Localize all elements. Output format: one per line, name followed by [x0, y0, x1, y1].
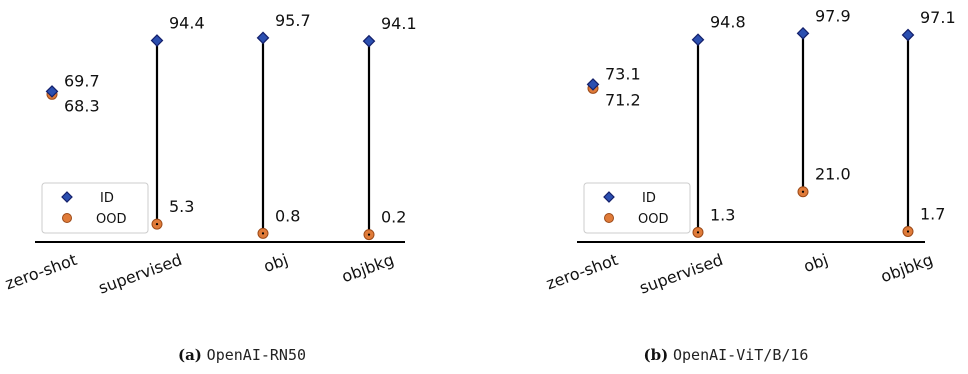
id-value-label: 97.1 [920, 8, 956, 27]
legend-id-marker [61, 191, 73, 203]
legend-box [41, 182, 149, 234]
id-point-objbkg [901, 28, 915, 42]
ood-value-label: 5.3 [169, 197, 194, 216]
id-value-label: 94.4 [169, 14, 205, 33]
id-point-zero-shot [586, 78, 600, 91]
id-value-label: 94.8 [710, 13, 746, 32]
legend-box [583, 182, 691, 234]
chart-a: 69.7 68.3 zero-shot 94.4 5.3 supervised 95.7 0.… [3, 11, 417, 298]
x-tick-label: objbkg [878, 250, 935, 286]
id-value-label: 94.1 [381, 14, 417, 33]
id-point-obj [256, 31, 270, 45]
caption-b-model: OpenAI-ViT/B/16 [673, 346, 809, 364]
caption-b-label: (b) [643, 346, 669, 364]
legend-ood-label: OOD [96, 212, 126, 227]
id-point-obj [796, 26, 810, 40]
ood-value-label: 0.2 [381, 208, 406, 227]
ood-value-label: 71.2 [605, 90, 641, 109]
id-point-zero-shot [45, 85, 59, 98]
x-tick-label: supervised [637, 250, 726, 298]
id-value-label: 95.7 [275, 11, 311, 30]
legend-id-label: ID [642, 191, 656, 206]
chart-b: 73.1 71.2 zero-shot 94.8 1.3 supervised 97.9 21… [544, 6, 956, 298]
id-point-supervised [150, 34, 164, 47]
x-tick-label: objbkg [339, 250, 396, 286]
panel-a: 69.7 68.3 zero-shot 94.4 5.3 supervised 95.7 0.… [0, 11, 484, 364]
x-tick-label: supervised [96, 250, 185, 298]
ood-point-center-objbkg [906, 230, 910, 233]
caption-a: (a) OpenAI-RN50 [0, 346, 484, 364]
x-tick-label: obj [261, 250, 290, 276]
ood-value-label: 21.0 [815, 165, 851, 184]
id-value-label: 97.9 [815, 6, 851, 25]
caption-b: (b) OpenAI-ViT/B/16 [484, 346, 968, 364]
ood-point-center-obj [801, 190, 805, 193]
ood-point-center-obj [261, 232, 265, 235]
legend-ood-marker [604, 213, 614, 223]
x-tick-label: zero-shot [3, 250, 80, 293]
id-value-label: 69.7 [64, 71, 100, 90]
legend-ood-label: OOD [638, 212, 668, 227]
panel-b: 73.1 71.2 zero-shot 94.8 1.3 supervised 97.9 21… [484, 0, 968, 374]
legend-ood-marker [62, 213, 72, 223]
legend-id-label: ID [100, 191, 114, 206]
x-tick-label: zero-shot [544, 250, 621, 293]
id-value-label: 73.1 [605, 64, 641, 83]
ood-value-label: 68.3 [64, 96, 100, 115]
legend-id-marker [603, 191, 615, 203]
ood-value-label: 0.8 [275, 206, 300, 225]
ood-point-center-supervised [696, 231, 700, 234]
ood-value-label: 1.7 [920, 204, 945, 223]
caption-a-label: (a) [177, 346, 202, 364]
ood-point-center-objbkg [367, 233, 371, 236]
caption-a-model: OpenAI-RN50 [206, 346, 307, 364]
ood-value-label: 1.3 [710, 205, 735, 224]
id-point-supervised [691, 33, 705, 47]
x-tick-label: obj [801, 250, 830, 276]
id-point-objbkg [362, 34, 376, 48]
ood-point-center-supervised [155, 222, 159, 226]
